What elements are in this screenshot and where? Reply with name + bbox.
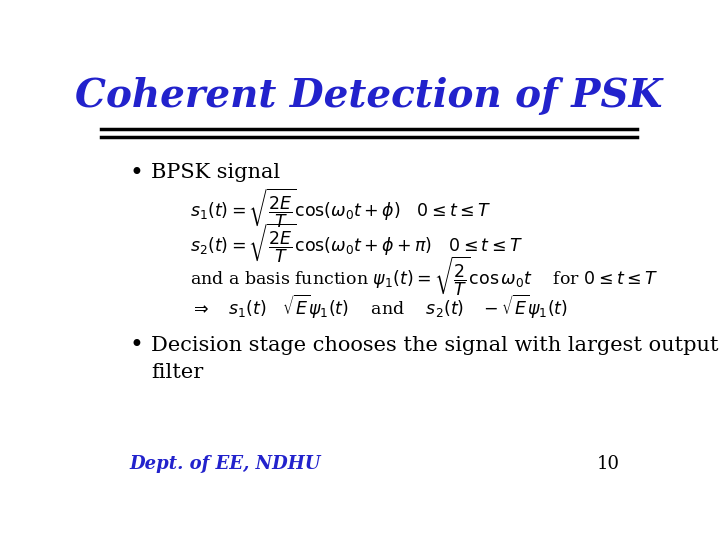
Text: Dept. of EE, NDHU: Dept. of EE, NDHU bbox=[129, 455, 320, 473]
Text: 10: 10 bbox=[597, 455, 620, 473]
Text: •: • bbox=[129, 334, 143, 357]
Text: filter: filter bbox=[151, 363, 204, 382]
Text: $s_2(t) = \sqrt{\dfrac{2E}{T}}\cos(\omega_0 t + \phi + \pi) \quad 0 \leq t \leq : $s_2(t) = \sqrt{\dfrac{2E}{T}}\cos(\omeg… bbox=[190, 221, 523, 265]
Text: •: • bbox=[129, 161, 143, 185]
Text: Decision stage chooses the signal with largest output value of matched: Decision stage chooses the signal with l… bbox=[151, 336, 720, 355]
Text: BPSK signal: BPSK signal bbox=[151, 164, 281, 183]
Text: $s_1(t) = \sqrt{\dfrac{2E}{T}}\cos(\omega_0 t + \phi) \quad 0 \leq t \leq T$: $s_1(t) = \sqrt{\dfrac{2E}{T}}\cos(\omeg… bbox=[190, 186, 492, 230]
Text: $\Rightarrow \quad s_1(t) \quad \sqrt{E}\psi_1(t) \quad$ and $\quad s_2(t) \quad: $\Rightarrow \quad s_1(t) \quad \sqrt{E}… bbox=[190, 293, 568, 321]
Text: Coherent Detection of PSK: Coherent Detection of PSK bbox=[76, 77, 662, 115]
Text: and a basis function $\psi_1(t) = \sqrt{\dfrac{2}{T}}\cos\omega_0 t \quad$ for $: and a basis function $\psi_1(t) = \sqrt{… bbox=[190, 254, 658, 298]
